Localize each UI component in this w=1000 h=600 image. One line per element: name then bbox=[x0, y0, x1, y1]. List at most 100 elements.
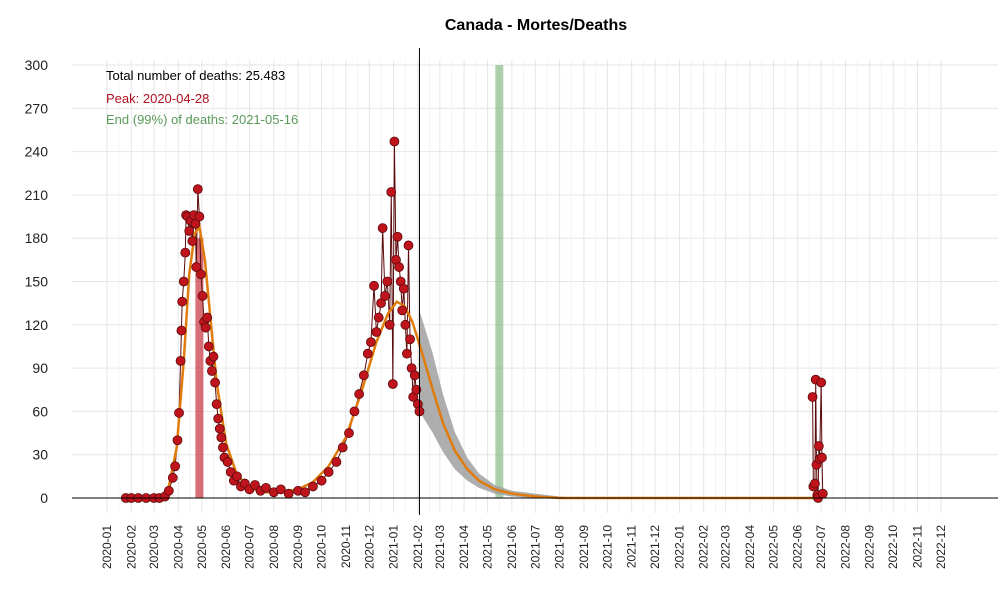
data-point bbox=[371, 327, 382, 337]
x-tick-label: 2021-03 bbox=[433, 525, 447, 569]
data-point bbox=[380, 291, 390, 301]
data-point bbox=[197, 291, 208, 301]
data-point bbox=[331, 457, 342, 467]
x-tick-label: 2020-03 bbox=[147, 525, 161, 569]
data-point bbox=[172, 435, 183, 446]
x-tick-label: 2022-07 bbox=[814, 525, 828, 569]
data-point bbox=[409, 370, 420, 381]
data-point bbox=[210, 377, 220, 388]
y-tick-label: 210 bbox=[25, 187, 49, 203]
data-point bbox=[382, 276, 393, 287]
x-tick-label: 2020-05 bbox=[195, 525, 209, 569]
x-tick-label: 2021-05 bbox=[481, 525, 495, 569]
y-tick-label: 180 bbox=[25, 230, 49, 246]
data-point bbox=[344, 428, 354, 438]
annotation-peak: Peak: 2020-04-28 bbox=[106, 91, 209, 106]
data-point bbox=[175, 355, 186, 366]
x-tick-label: 2022-03 bbox=[719, 525, 733, 569]
data-point bbox=[405, 334, 415, 345]
x-tick-label: 2021-06 bbox=[505, 525, 519, 569]
data-point bbox=[337, 442, 348, 453]
data-point bbox=[275, 484, 286, 495]
data-point bbox=[308, 481, 318, 492]
data-point bbox=[203, 341, 214, 352]
x-tick-label: 2020-07 bbox=[243, 525, 257, 569]
x-tick-label: 2021-01 bbox=[387, 525, 401, 569]
chart-title: Canada - Mortes/Deaths bbox=[445, 17, 627, 34]
data-point bbox=[386, 187, 397, 197]
data-point bbox=[354, 389, 365, 399]
data-point bbox=[358, 370, 369, 381]
x-tick-label: 2020-10 bbox=[315, 525, 329, 569]
axes bbox=[72, 48, 998, 515]
data-point bbox=[817, 488, 828, 499]
data-point bbox=[366, 337, 376, 348]
data-point bbox=[813, 441, 824, 451]
data-point bbox=[283, 488, 294, 499]
x-tick-label: 2020-06 bbox=[219, 525, 233, 569]
x-tick-label: 2020-02 bbox=[124, 525, 138, 569]
annotation-block: Total number of deaths: 25.483 Peak: 202… bbox=[106, 68, 298, 127]
data-point bbox=[207, 366, 217, 376]
x-tick-label: 2020-11 bbox=[339, 525, 353, 568]
data-point bbox=[194, 211, 205, 222]
data-point bbox=[398, 283, 409, 294]
data-point bbox=[163, 485, 174, 496]
data-point bbox=[807, 392, 818, 402]
data-point bbox=[261, 482, 271, 493]
data-point bbox=[810, 478, 820, 489]
data-point bbox=[174, 407, 184, 418]
annotation-end: End (99%) of deaths: 2021-05-16 bbox=[106, 112, 298, 127]
y-tick-label: 300 bbox=[25, 57, 49, 73]
end-band bbox=[495, 65, 504, 498]
tick-labels: 0 30 60 90 120 150 180 210 240 270 300 2020-01 2020-… bbox=[25, 57, 948, 569]
x-tick-label: 2020-01 bbox=[100, 525, 114, 569]
x-tick-label: 2020-08 bbox=[267, 525, 281, 569]
data-point bbox=[178, 276, 189, 287]
data-point bbox=[184, 226, 195, 236]
x-tick-label: 2022-09 bbox=[863, 525, 877, 569]
y-tick-label: 90 bbox=[32, 360, 48, 376]
x-tick-label: 2021-12 bbox=[648, 525, 662, 569]
data-point bbox=[187, 236, 198, 246]
x-tick-label: 2021-08 bbox=[553, 525, 567, 569]
x-tick-label: 2022-12 bbox=[934, 525, 948, 569]
x-tick-label: 2022-11 bbox=[911, 525, 925, 568]
forecast-band bbox=[419, 310, 584, 498]
data-point bbox=[316, 475, 327, 486]
data-point bbox=[349, 406, 360, 417]
x-tick-label: 2022-01 bbox=[672, 525, 686, 569]
data-point bbox=[217, 442, 228, 453]
data-point bbox=[387, 379, 398, 389]
data-point bbox=[196, 269, 206, 280]
data-point bbox=[392, 231, 403, 242]
x-tick-label: 2020-04 bbox=[171, 525, 185, 569]
data-point bbox=[362, 348, 373, 359]
data-point bbox=[191, 262, 202, 272]
fit-curve bbox=[146, 223, 823, 500]
data-point bbox=[817, 452, 827, 463]
data-point bbox=[397, 305, 408, 316]
data-point bbox=[216, 432, 227, 443]
data-point bbox=[214, 423, 225, 434]
data-point bbox=[400, 319, 411, 330]
x-tick-label: 2021-09 bbox=[577, 525, 591, 569]
x-tick-label: 2021-10 bbox=[600, 525, 614, 569]
data-point bbox=[222, 457, 233, 467]
data-point bbox=[403, 240, 414, 251]
x-tick-label: 2021-11 bbox=[625, 525, 639, 568]
data-point bbox=[208, 351, 219, 362]
data-point bbox=[323, 467, 334, 477]
data-point bbox=[377, 223, 388, 233]
data-point bbox=[300, 487, 311, 498]
x-tick-label: 2022-08 bbox=[838, 525, 852, 569]
data-point bbox=[394, 262, 404, 272]
data-series bbox=[120, 136, 828, 503]
data-point bbox=[389, 136, 400, 147]
data-point bbox=[213, 413, 224, 424]
data-point bbox=[369, 280, 379, 291]
annotation-total: Total number of deaths: 25.483 bbox=[106, 68, 285, 83]
x-tick-label: 2020-09 bbox=[291, 525, 305, 569]
data-point bbox=[232, 471, 242, 482]
y-tick-label: 270 bbox=[25, 100, 49, 116]
